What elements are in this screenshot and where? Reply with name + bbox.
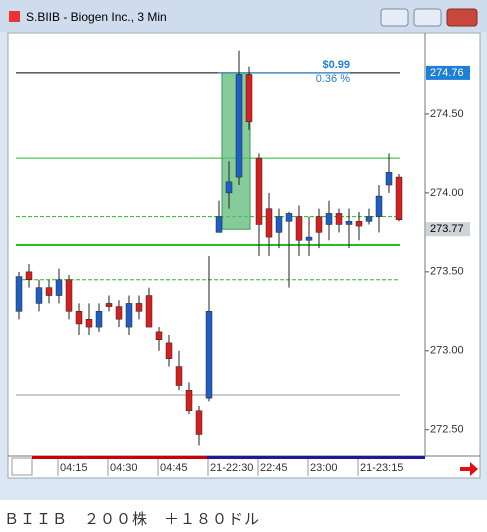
candle-body <box>325 213 333 225</box>
candle-body <box>65 279 73 312</box>
price-marker-label: 274.76 <box>430 67 464 79</box>
candle-body <box>175 366 183 386</box>
x-tick-label: 21-22:30 <box>210 462 253 474</box>
caption: ＢＩＩＢ ２００株 ＋１８０ドル <box>4 510 261 528</box>
candle-body <box>375 195 383 217</box>
candle-body <box>55 279 63 296</box>
candle-body <box>95 311 103 328</box>
candle-body <box>265 208 273 238</box>
candle-body <box>135 303 143 312</box>
candle-body <box>85 318 93 328</box>
y-tick-label: 274.50 <box>430 108 464 120</box>
candle-body <box>45 287 53 296</box>
price-marker-label: 273.77 <box>430 223 464 235</box>
candle-body <box>295 216 303 241</box>
price-marker <box>426 65 470 80</box>
candle-body <box>305 236 313 241</box>
candle-body <box>185 390 193 412</box>
candle-body <box>365 216 373 222</box>
minimize-button[interactable] <box>380 8 409 27</box>
candle-body <box>145 295 153 328</box>
x-tick-label: 22:45 <box>260 462 288 474</box>
candle-body <box>35 287 43 304</box>
candle-body <box>225 181 233 194</box>
candle-body <box>255 157 263 225</box>
candle-body <box>275 216 283 233</box>
y-tick-label: 274.00 <box>430 187 464 199</box>
x-tick-label: 04:45 <box>160 462 188 474</box>
window: S.BIIB - Biogen Inc., 3 Min 272.50 273.00… <box>0 0 487 500</box>
candle-body <box>25 271 33 280</box>
close-button[interactable] <box>446 8 478 27</box>
session-bar <box>32 456 207 459</box>
candle-body <box>245 74 253 123</box>
plot: 272.50 273.00 273.50 274.00 274.50 04:15 04:30… <box>15 50 470 476</box>
x-tick-label: 21-23:15 <box>360 462 403 474</box>
x-tick-label: 23:00 <box>310 462 338 474</box>
candle-body <box>155 331 163 340</box>
candle-body <box>335 213 343 225</box>
measure-label: $0.99 <box>322 59 350 71</box>
window-title: S.BIIB - Biogen Inc., 3 Min <box>26 10 167 24</box>
candle-body <box>385 172 393 186</box>
candle-body <box>235 74 243 178</box>
candle-body <box>125 303 133 328</box>
x-tick-label: 04:15 <box>60 462 88 474</box>
x-tick-label: 04:30 <box>110 462 138 474</box>
maximize-button[interactable] <box>413 8 442 27</box>
candle-body <box>15 276 23 312</box>
candle-body <box>285 213 293 222</box>
candle-body <box>395 176 403 220</box>
candle-body <box>315 216 323 233</box>
scroll-arrow[interactable] <box>460 462 478 476</box>
candle-body <box>205 311 213 399</box>
scroll-box[interactable] <box>11 457 33 476</box>
measure-percent: 0.36 % <box>316 73 350 85</box>
candle-body <box>355 221 363 227</box>
candle-body <box>165 342 173 359</box>
candle-body <box>115 306 123 320</box>
candle-body <box>345 221 353 225</box>
app-icon <box>9 11 20 22</box>
candle-body <box>215 216 223 233</box>
y-tick-label: 272.50 <box>430 424 464 436</box>
candle-body <box>105 303 113 307</box>
y-tick-label: 273.00 <box>430 345 464 357</box>
candle-body <box>75 311 83 325</box>
price-marker <box>426 222 470 237</box>
candle-body <box>195 410 203 435</box>
session-bar <box>207 456 425 459</box>
y-tick-label: 273.50 <box>430 266 464 278</box>
